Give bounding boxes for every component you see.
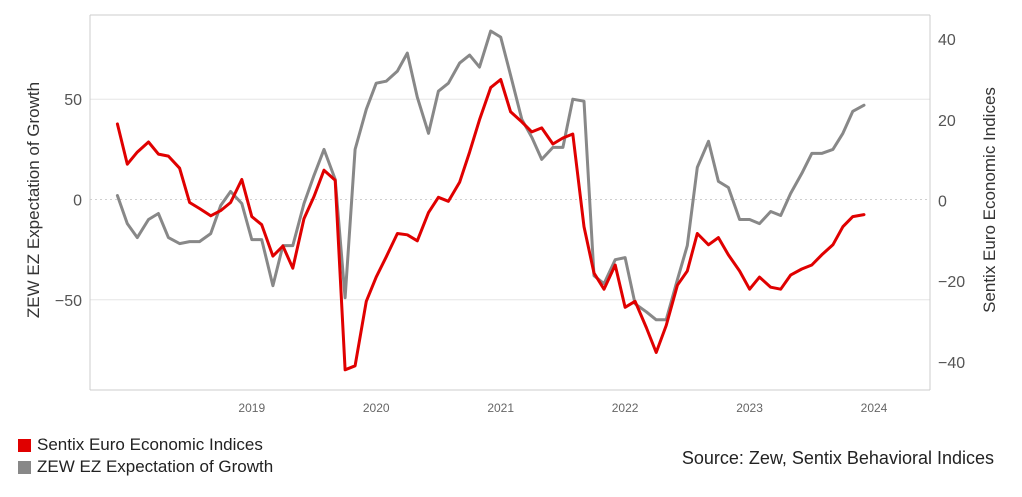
legend-swatch-sentix (18, 438, 31, 452)
right-y-tick-label: 0 (938, 193, 947, 210)
right-axis-title: Sentix Euro Economic Indices (980, 87, 999, 313)
left-axis-title: ZEW EZ Expectation of Growth (24, 82, 43, 318)
legend-swatch-zew (18, 460, 31, 474)
x-tick-label: 2021 (487, 401, 514, 415)
x-tick-label: 2024 (861, 401, 888, 415)
left-y-axis-ticks: 50 0 −50 (55, 92, 82, 310)
legend-item-zew: ZEW EZ Expectation of Growth (18, 456, 273, 478)
source-note: Source: Zew, Sentix Behavioral Indices (681, 448, 994, 468)
legend-label-sentix: Sentix Euro Economic Indices (37, 435, 263, 454)
x-tick-label: 2023 (736, 401, 763, 415)
sentix-series-line (115, 78, 866, 372)
left-y-tick-label: −50 (55, 293, 82, 310)
zew-series-line (115, 29, 866, 322)
right-y-tick-label: −40 (938, 355, 965, 372)
right-y-tick-label: 40 (938, 32, 956, 49)
grid-lines (90, 98, 930, 301)
x-axis-ticks: 2019 2020 2021 2022 2023 2024 (238, 401, 887, 415)
left-y-tick-label: 0 (73, 192, 82, 209)
dual-axis-line-chart: 2019 2020 2021 2022 2023 2024 50 0 −50 40 20 0 −20… (24, 14, 999, 415)
x-tick-label: 2020 (363, 401, 390, 415)
x-tick-label: 2019 (238, 401, 265, 415)
right-y-tick-label: −20 (938, 274, 965, 291)
right-y-tick-label: 20 (938, 113, 956, 130)
x-tick-label: 2022 (612, 401, 639, 415)
right-y-axis-ticks: 40 20 0 −20 −40 (938, 32, 965, 372)
series-layer (115, 29, 866, 372)
legend-item-sentix: Sentix Euro Economic Indices (18, 434, 273, 456)
left-y-tick-label: 50 (64, 92, 82, 109)
legend: Sentix Euro Economic Indices ZEW EZ Expe… (18, 434, 273, 478)
legend-label-zew: ZEW EZ Expectation of Growth (37, 457, 274, 476)
